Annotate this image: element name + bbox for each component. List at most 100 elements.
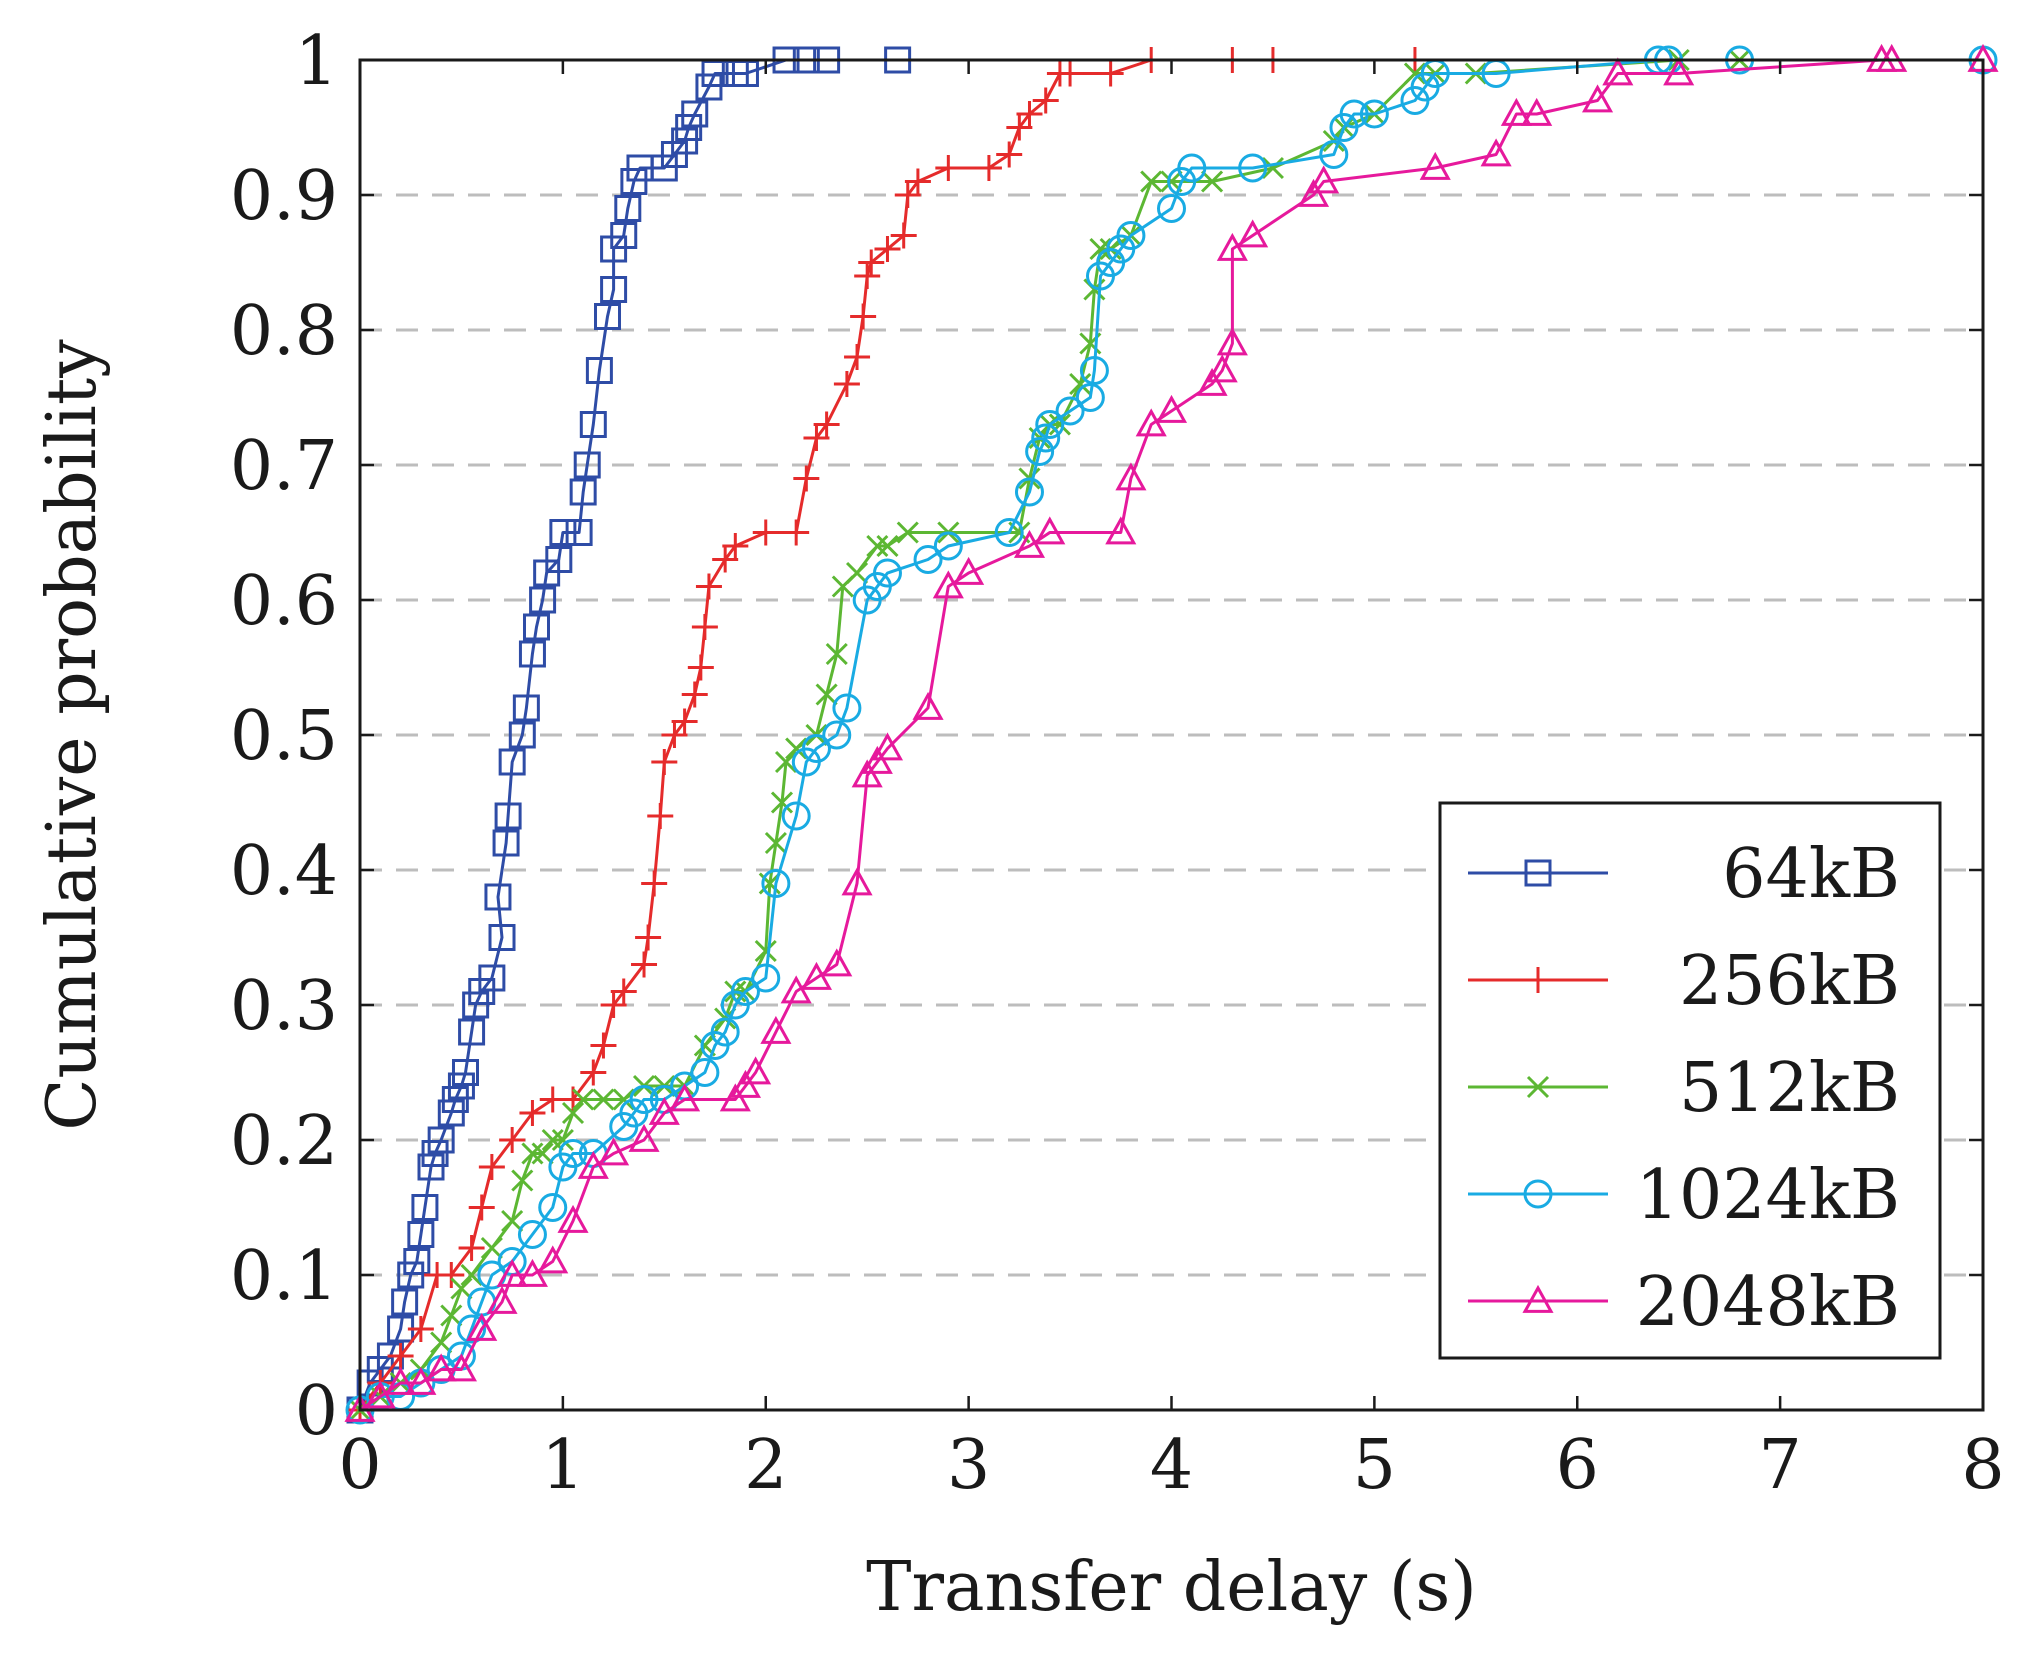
data-point [752,519,779,546]
series-256kB [347,47,1428,1423]
data-point [458,1235,485,1261]
data-point [1196,367,1228,396]
data-point [468,1194,495,1221]
y-tick-label: 0.4 [230,832,338,911]
data-point [781,801,811,831]
data-point [516,1258,548,1287]
data-point [760,1015,792,1044]
data-point [558,1139,588,1168]
data-point [1055,396,1085,426]
data-point [523,613,551,641]
data-point [851,759,883,788]
legend-label: 1024kB [1636,1156,1900,1235]
series-64kB [346,46,912,1424]
data-point [1663,57,1695,86]
x-tick-label: 7 [1758,1426,1801,1505]
data-point [822,720,852,750]
data-point [690,1058,720,1087]
data-point [681,681,708,708]
data-point [580,1059,607,1086]
x-tick-label: 0 [338,1426,381,1505]
legend: 64kB 256kB 512kB 1024kB 2048kB [1438,801,1942,1360]
data-point [628,1123,660,1152]
data-point [440,1304,463,1327]
data-point [1116,221,1146,250]
data-point [1238,153,1268,183]
data-point [600,276,628,303]
data-point [872,558,902,588]
data-point [427,1126,455,1154]
data-point [385,1366,417,1395]
data-point [876,534,899,558]
y-tick-label: 0.6 [230,562,338,641]
data-point [1319,140,1349,169]
data-point [764,831,787,855]
data-point [874,236,901,262]
data-point [387,1343,414,1369]
series-layer [344,43,1999,1425]
data-point [648,1096,680,1125]
data-point [457,1314,487,1344]
data-point [1035,410,1065,439]
data-point [1308,165,1340,194]
data-point [572,1088,595,1111]
data-point [529,586,557,614]
data-point [585,357,613,384]
data-point [861,745,893,774]
legend-label: 512kB [1679,1049,1900,1128]
data-point [1602,57,1634,86]
data-point [557,1204,589,1233]
y-tick-label: 0.7 [230,427,338,506]
data-point [854,263,881,289]
data-point [537,1245,569,1274]
legend-label: 2048kB [1636,1263,1900,1342]
data-point [754,939,777,963]
legend-entry-512kB: 512kB [1468,1049,1900,1128]
data-point [407,1316,434,1342]
y-tick-label: 0.1 [230,1237,338,1316]
data-point [425,1353,457,1382]
data-point [1480,138,1512,167]
data-point [450,1277,473,1300]
data-point [480,1236,503,1260]
data-point [494,802,522,830]
legend-entry-2048kB: 2048kB [1468,1263,1900,1342]
data-point [1032,87,1059,114]
data-point [740,1056,772,1085]
data-point [531,1142,554,1165]
ticks: 0 1 2 3 4 5 6 7 8 0 0.1 0.2 0.3 0.4 0.5 0.6 0.7 0.8 0.9 1 [230,22,2005,1505]
data-point [508,721,536,749]
x-tick-label: 3 [947,1426,990,1505]
data-point [610,978,637,1005]
data-point [770,791,794,814]
data-point [610,222,638,249]
data-point [710,1017,740,1047]
legend-label: 256kB [1679,942,1900,1021]
data-point [821,948,853,977]
data-point [561,1101,585,1125]
data-point [913,545,943,574]
data-point [953,556,985,585]
data-point [647,803,674,829]
data-point [1419,151,1451,180]
data-point [501,1209,524,1233]
y-tick-label: 0.3 [230,967,338,1046]
y-tick-label: 0.2 [230,1102,338,1181]
data-point [430,1331,453,1354]
data-point [722,533,749,559]
legend-entry-256kB: 256kB [1468,942,1900,1021]
x-axis-title: Transfer delay (s) [866,1548,1477,1627]
data-point [458,1018,486,1046]
data-point [1201,170,1224,193]
data-point [975,155,1002,181]
data-point [391,1288,419,1316]
data-point [403,1248,431,1275]
data-point [451,1059,479,1086]
data-point [484,883,512,911]
data-point [1216,327,1248,356]
y-tick-label: 0.8 [230,292,338,371]
data-point [932,570,964,599]
data-point [486,1285,518,1314]
data-point [612,1088,635,1111]
data-point [496,1258,528,1287]
